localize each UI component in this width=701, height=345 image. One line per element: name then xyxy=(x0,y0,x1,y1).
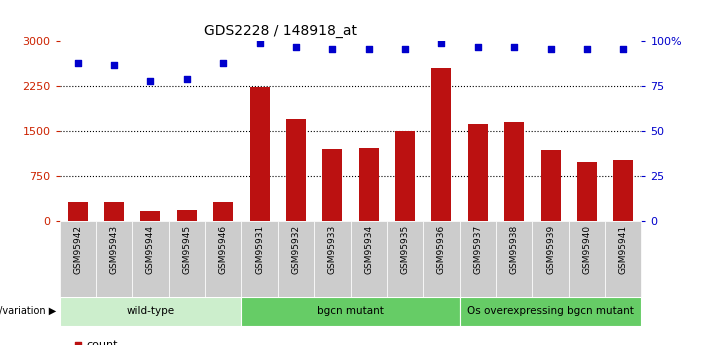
Bar xyxy=(132,221,169,297)
Text: genotype/variation ▶: genotype/variation ▶ xyxy=(0,306,56,316)
Bar xyxy=(395,131,415,221)
Point xyxy=(290,44,301,50)
Point xyxy=(436,40,447,46)
Text: GSM95945: GSM95945 xyxy=(182,225,191,274)
Bar xyxy=(577,162,597,221)
Bar xyxy=(205,221,241,297)
Bar xyxy=(314,221,350,297)
Point xyxy=(254,40,265,46)
Text: GSM95938: GSM95938 xyxy=(510,225,519,274)
Bar xyxy=(241,297,460,326)
Bar xyxy=(504,122,524,221)
Text: GSM95933: GSM95933 xyxy=(328,225,336,274)
Point xyxy=(268,116,280,121)
Point xyxy=(545,46,556,51)
Bar xyxy=(104,202,124,221)
Bar xyxy=(60,297,241,326)
Text: wild-type: wild-type xyxy=(126,306,175,316)
Bar xyxy=(460,297,641,326)
Point xyxy=(268,288,280,294)
Bar xyxy=(460,221,496,297)
Bar xyxy=(250,87,270,221)
Point xyxy=(72,60,83,66)
Bar xyxy=(286,119,306,221)
Text: GSM95936: GSM95936 xyxy=(437,225,446,274)
Point xyxy=(363,46,374,51)
Text: Os overexpressing bgcn mutant: Os overexpressing bgcn mutant xyxy=(467,306,634,316)
Bar xyxy=(431,68,451,221)
Text: GSM95946: GSM95946 xyxy=(219,225,228,274)
Point xyxy=(182,76,193,82)
Bar xyxy=(569,221,605,297)
Text: GDS2228 / 148918_at: GDS2228 / 148918_at xyxy=(204,24,358,38)
Bar xyxy=(140,211,161,221)
Bar xyxy=(68,202,88,221)
Bar xyxy=(278,221,314,297)
Bar xyxy=(423,221,460,297)
Text: GSM95943: GSM95943 xyxy=(109,225,118,274)
Text: GSM95939: GSM95939 xyxy=(546,225,555,274)
Bar xyxy=(169,221,205,297)
Point xyxy=(217,60,229,66)
Bar xyxy=(213,202,233,221)
Text: GSM95942: GSM95942 xyxy=(74,225,82,274)
Text: GSM95937: GSM95937 xyxy=(473,225,482,274)
Text: GSM95944: GSM95944 xyxy=(146,225,155,274)
Bar xyxy=(241,221,278,297)
Point xyxy=(145,78,156,83)
Text: GSM95932: GSM95932 xyxy=(292,225,301,274)
Text: GSM95934: GSM95934 xyxy=(365,225,373,274)
Text: GSM95931: GSM95931 xyxy=(255,225,264,274)
Bar xyxy=(359,148,379,221)
Bar xyxy=(540,150,561,221)
Point xyxy=(472,44,484,50)
Point xyxy=(618,46,629,51)
Bar xyxy=(177,210,197,221)
Point xyxy=(400,46,411,51)
Bar xyxy=(496,221,532,297)
Bar xyxy=(613,160,633,221)
Text: GSM95940: GSM95940 xyxy=(583,225,592,274)
Text: count: count xyxy=(86,340,118,345)
Text: GSM95941: GSM95941 xyxy=(619,225,627,274)
Bar xyxy=(322,149,342,221)
Bar xyxy=(387,221,423,297)
Bar xyxy=(532,221,569,297)
Text: bgcn mutant: bgcn mutant xyxy=(317,306,384,316)
Text: GSM95935: GSM95935 xyxy=(400,225,409,274)
Bar xyxy=(60,221,96,297)
Bar xyxy=(350,221,387,297)
Bar xyxy=(96,221,132,297)
Bar xyxy=(605,221,641,297)
Point xyxy=(581,46,592,51)
Point xyxy=(109,62,120,68)
Point xyxy=(327,46,338,51)
Point xyxy=(508,44,519,50)
Bar xyxy=(468,124,488,221)
